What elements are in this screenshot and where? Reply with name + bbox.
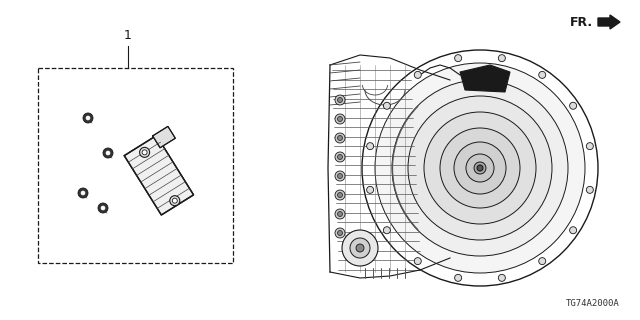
Circle shape bbox=[337, 98, 342, 102]
Circle shape bbox=[375, 63, 585, 273]
Circle shape bbox=[474, 162, 486, 174]
Circle shape bbox=[337, 116, 342, 122]
Circle shape bbox=[335, 171, 345, 181]
Circle shape bbox=[81, 191, 85, 195]
Circle shape bbox=[466, 154, 494, 182]
Text: TG74A2000A: TG74A2000A bbox=[566, 299, 620, 308]
Circle shape bbox=[337, 212, 342, 217]
Polygon shape bbox=[460, 65, 510, 92]
Circle shape bbox=[337, 135, 342, 140]
Circle shape bbox=[383, 102, 390, 109]
Circle shape bbox=[539, 71, 546, 78]
Circle shape bbox=[335, 209, 345, 219]
Circle shape bbox=[140, 147, 150, 157]
Circle shape bbox=[335, 152, 345, 162]
Circle shape bbox=[172, 198, 177, 203]
Circle shape bbox=[424, 112, 536, 224]
Circle shape bbox=[335, 133, 345, 143]
Circle shape bbox=[539, 258, 546, 265]
Circle shape bbox=[414, 71, 421, 78]
Bar bbox=[38, 68, 233, 263]
Circle shape bbox=[367, 143, 374, 150]
Circle shape bbox=[142, 150, 147, 155]
Circle shape bbox=[335, 190, 345, 200]
Circle shape bbox=[356, 244, 364, 252]
Circle shape bbox=[586, 186, 593, 193]
Circle shape bbox=[362, 50, 598, 286]
Circle shape bbox=[170, 196, 180, 206]
Circle shape bbox=[392, 80, 568, 256]
Circle shape bbox=[335, 114, 345, 124]
Circle shape bbox=[499, 274, 506, 281]
Polygon shape bbox=[153, 126, 175, 148]
Circle shape bbox=[350, 238, 370, 258]
Circle shape bbox=[335, 95, 345, 105]
Circle shape bbox=[383, 227, 390, 234]
Circle shape bbox=[78, 188, 88, 198]
Circle shape bbox=[454, 142, 506, 194]
Polygon shape bbox=[124, 135, 193, 215]
Circle shape bbox=[367, 186, 374, 193]
Circle shape bbox=[477, 165, 483, 171]
Circle shape bbox=[86, 116, 90, 120]
Circle shape bbox=[570, 102, 577, 109]
Circle shape bbox=[103, 148, 113, 158]
Circle shape bbox=[342, 230, 378, 266]
Circle shape bbox=[586, 143, 593, 150]
FancyArrow shape bbox=[598, 15, 620, 29]
Circle shape bbox=[414, 258, 421, 265]
Text: FR.: FR. bbox=[570, 15, 593, 28]
Circle shape bbox=[337, 193, 342, 197]
Circle shape bbox=[454, 274, 461, 281]
Text: 1: 1 bbox=[124, 29, 132, 42]
Circle shape bbox=[337, 155, 342, 159]
Circle shape bbox=[106, 151, 110, 155]
Circle shape bbox=[499, 55, 506, 62]
Circle shape bbox=[337, 230, 342, 236]
Circle shape bbox=[408, 96, 552, 240]
Circle shape bbox=[337, 173, 342, 179]
Circle shape bbox=[101, 206, 105, 210]
Circle shape bbox=[570, 227, 577, 234]
Circle shape bbox=[98, 203, 108, 213]
Circle shape bbox=[454, 55, 461, 62]
Circle shape bbox=[440, 128, 520, 208]
Circle shape bbox=[335, 228, 345, 238]
Circle shape bbox=[83, 113, 93, 123]
